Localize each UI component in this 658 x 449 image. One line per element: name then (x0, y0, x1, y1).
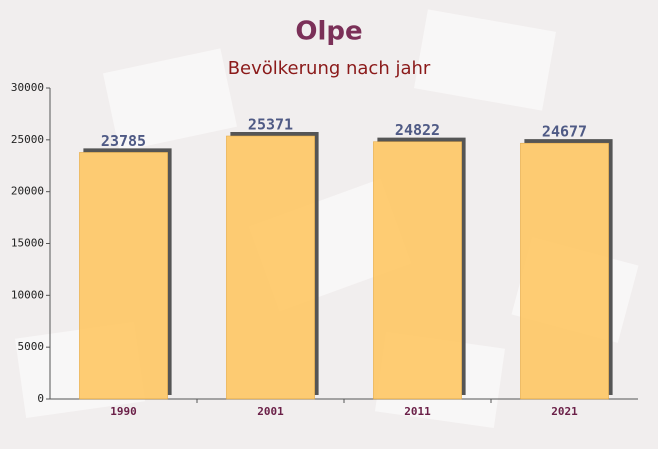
x-tick-label: 2001 (257, 405, 284, 418)
y-tick-label: 20000 (11, 185, 44, 198)
chart-title: Olpe (295, 17, 362, 47)
y-tick-label: 0 (37, 392, 44, 405)
value-label: 24822 (395, 121, 440, 139)
y-tick-label: 10000 (11, 288, 44, 301)
y-tick-label: 15000 (11, 237, 44, 250)
chart-subtitle: Bevölkerung nach jahr (228, 58, 431, 79)
x-tick-label: 1990 (110, 405, 137, 418)
x-tick-label: 2011 (404, 405, 431, 418)
value-label: 23785 (101, 132, 146, 150)
bar (79, 152, 168, 400)
bar (373, 141, 462, 400)
bar (226, 135, 315, 400)
value-label: 25371 (248, 115, 293, 133)
y-tick-label: 5000 (18, 340, 45, 353)
bar (520, 142, 609, 400)
value-label: 24677 (542, 123, 587, 141)
x-tick-label: 2021 (551, 405, 578, 418)
y-tick-label: 25000 (11, 133, 44, 146)
y-tick-label: 30000 (11, 81, 44, 94)
